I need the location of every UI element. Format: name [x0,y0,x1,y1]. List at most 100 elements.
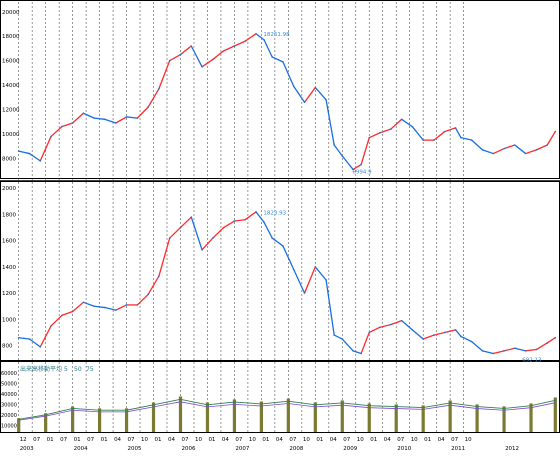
price-segment [460,335,472,343]
price-segment [180,45,192,56]
price-point [212,58,214,61]
price-point [147,293,149,296]
price-segment [190,216,203,251]
price-segment [314,266,327,281]
price-point [314,266,317,268]
price-segment [379,128,392,134]
price-segment [83,112,95,119]
price-point [61,125,63,128]
x-month-label: 10 [357,437,364,443]
price-point [255,32,257,35]
x-year-label: 2010 [397,446,411,452]
price-segment [223,220,235,229]
price-segment [18,150,30,155]
price-point [390,323,392,326]
volume-bar [340,400,344,432]
price-annotation: 1823.93 [263,210,286,216]
price-point [368,331,371,334]
price-segment [314,87,327,101]
price-segment [455,329,462,337]
price-point [104,118,106,121]
price-segment [304,87,316,103]
volume-bar [97,408,102,432]
price-segment [244,33,257,42]
price-point [422,139,424,141]
price-segment [180,216,192,229]
price-point [233,220,236,222]
price-point [360,352,362,355]
price-point [271,237,273,239]
x-month-label: 04 [330,437,337,443]
price-segment [234,219,246,222]
x-month-label: 07 [128,437,135,443]
x-month-label: 01 [370,437,377,443]
x-month-label: 10 [195,437,202,443]
price-point [271,56,273,58]
price-segment [201,58,214,68]
price-point [481,149,484,151]
x-month-label: 07 [33,437,40,443]
price-point [554,130,557,133]
price-point [82,112,85,115]
price-segment [368,326,381,334]
price-point [325,279,327,281]
price-point [28,152,31,155]
price-point [17,336,20,339]
price-point [460,136,462,139]
y-tick-label: 16000 [2,59,20,65]
volume-bar [205,402,210,432]
price-segment [482,350,494,355]
price-segment [158,237,171,277]
price-point [190,216,193,218]
price-segment [341,155,354,170]
price-point [379,326,381,329]
x-month-label: 07 [235,437,242,443]
price-segment [255,211,265,223]
x-month-label: 01 [262,437,269,443]
volume-bar [124,408,129,432]
x-month-label: 04 [438,437,445,443]
x-month-label: 04 [168,437,175,443]
price-segment [401,118,413,128]
price-segment [444,329,456,334]
price-segment [401,320,413,331]
volume-y-tick: 60000 [1,371,17,377]
price-point [158,275,160,277]
price-point [341,338,344,340]
price-point [28,338,31,340]
price-point [514,144,516,146]
y-tick-label: 10000 [2,132,20,138]
price-segment [390,320,402,326]
volume-bar [151,402,156,432]
y-tick-label: 8000 [2,156,16,162]
y-tick-label: 1600 [2,239,16,245]
price-segment [454,127,462,138]
price-segment [263,222,273,239]
price-point [411,125,414,128]
price-point [379,131,381,134]
price-point [233,45,236,47]
price-segment [255,33,265,41]
x-month-label: 01 [101,437,108,443]
price-point [352,350,354,352]
price-segment [333,144,343,157]
price-point [282,61,284,63]
price-segment [39,136,52,162]
price-point [125,116,128,118]
y-tick-label: 1800 [2,212,16,218]
price-segment [360,137,370,165]
x-month-label: 07 [343,437,350,443]
price-point [125,304,128,306]
volume-bar [421,405,425,432]
price-point [411,329,414,331]
price-segment [50,126,63,137]
price-point [168,237,171,239]
price-point [341,155,344,157]
price-point [39,346,42,348]
price-point [433,334,435,336]
price-segment [471,341,483,352]
price-point [292,85,295,88]
price-point [292,268,295,271]
price-point [212,237,214,239]
